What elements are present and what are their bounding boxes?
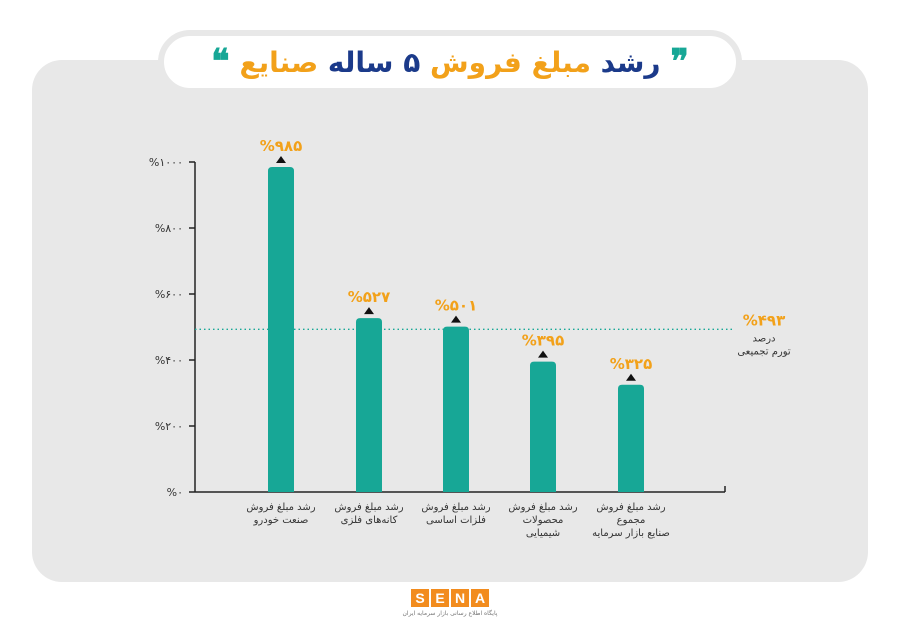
- x-tick-label: رشد مبلغ فروش: [246, 502, 315, 513]
- y-tick-label: %۶۰۰: [155, 288, 183, 301]
- logo-letter: A: [471, 589, 489, 607]
- bar-value-label: %۹۸۵: [260, 137, 303, 155]
- x-tick-label: کانه‌های فلزی: [341, 515, 398, 526]
- bar-marker-icon: [538, 350, 548, 358]
- bar-marker-icon: [451, 315, 461, 323]
- y-tick-label: %۸۰۰: [155, 222, 183, 235]
- x-tick-label: مجموع: [617, 515, 646, 526]
- logo-tagline: پایگاه اطلاع رسانی بازار سرمایه ایران: [402, 610, 498, 617]
- logo-letter: N: [451, 589, 469, 607]
- title-banner: ❞ رشد مبلغ فروش ۵ ساله صنایع ❝: [158, 30, 742, 94]
- x-tick-label: رشد مبلغ فروش: [508, 502, 577, 513]
- y-tick-label: %۲۰۰: [155, 420, 183, 433]
- x-tick-label: صنایع بازار سرمایه: [592, 528, 670, 539]
- reference-note: درصد: [752, 333, 775, 344]
- y-tick-label: %۱۰۰۰: [149, 156, 183, 169]
- bar: [356, 318, 382, 492]
- chart-panel: [32, 60, 868, 582]
- title-word-4: صنایع: [239, 45, 319, 79]
- x-tick-label: رشد مبلغ فروش: [334, 502, 403, 513]
- x-tick-label: رشد مبلغ فروش: [596, 502, 665, 513]
- bar-marker-icon: [276, 155, 286, 163]
- quote-open-icon: ❞: [670, 42, 689, 82]
- bar: [268, 166, 294, 492]
- sena-logo: S E N A پایگاه اطلاع رسانی بازار سرمایه …: [402, 588, 498, 628]
- bar-value-label: %۵۲۷: [348, 288, 391, 306]
- y-tick-label: %۴۰۰: [155, 354, 183, 367]
- bar-marker-icon: [364, 307, 374, 315]
- bar-marker-icon: [626, 373, 636, 381]
- reference-value-label: %۴۹۳: [743, 311, 786, 329]
- bar-value-label: %۵۰۱: [435, 297, 478, 315]
- title-word-1: رشد: [600, 45, 661, 79]
- bar: [530, 361, 556, 492]
- bar-value-label: %۳۲۵: [610, 355, 653, 373]
- logo-letter: E: [431, 589, 449, 607]
- x-tick-label: فلزات اساسی: [426, 515, 486, 526]
- x-tick-label: رشد مبلغ فروش: [421, 502, 490, 513]
- title-word-2: مبلغ فروش: [430, 45, 591, 79]
- bar: [443, 326, 469, 492]
- bar: [618, 384, 644, 492]
- quote-close-icon: ❝: [211, 42, 230, 82]
- title-word-3: ۵ ساله: [327, 45, 421, 79]
- logo-letter: S: [411, 589, 429, 607]
- x-tick-label: شیمیایی: [526, 528, 560, 539]
- reference-note: تورم تجمیعی: [737, 346, 791, 357]
- y-tick-label: %۰: [167, 486, 183, 499]
- bar-value-label: %۳۹۵: [522, 332, 565, 350]
- x-tick-label: محصولات: [523, 515, 564, 526]
- chart-title: رشد مبلغ فروش ۵ ساله صنایع: [240, 46, 661, 79]
- x-tick-label: صنعت خودرو: [253, 515, 309, 526]
